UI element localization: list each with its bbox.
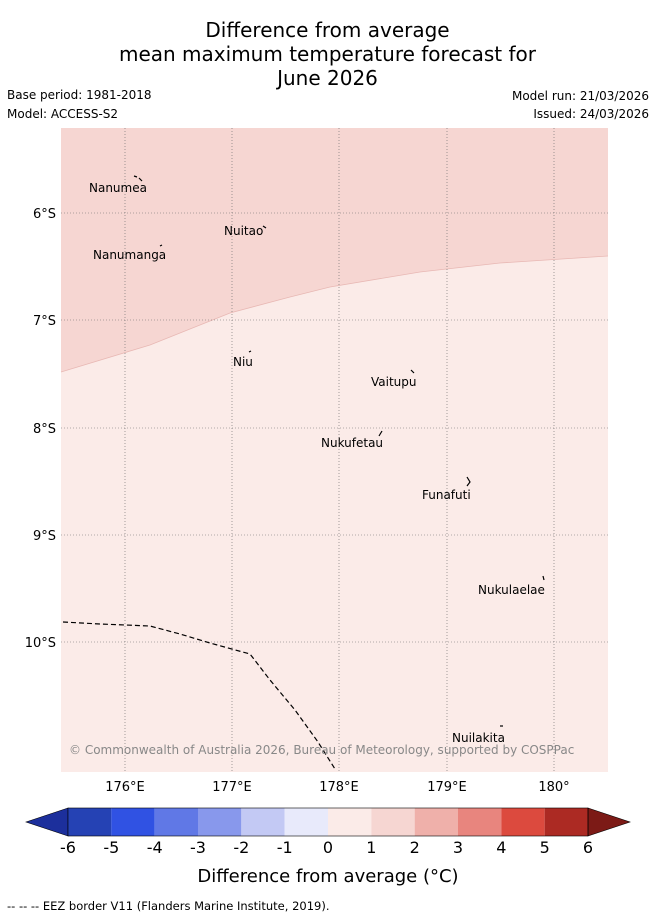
island-label-nanumea: Nanumea xyxy=(89,181,147,195)
colorbar-tick: 6 xyxy=(583,838,593,857)
island-label-funafuti: Funafuti xyxy=(422,488,471,502)
colorbar-tick: 3 xyxy=(453,838,463,857)
island-shape-funafuti xyxy=(466,476,471,487)
island-shape-vaitupu xyxy=(410,369,415,374)
island-label-niu: Niu xyxy=(233,355,253,369)
colorbar-segment xyxy=(458,808,502,836)
colorbar-tick: -5 xyxy=(103,838,119,857)
title-line-2: mean maximum temperature forecast for xyxy=(118,42,536,66)
lat-tick: 7°S xyxy=(33,314,56,329)
island-label-nanumanga: Nanumanga xyxy=(93,248,166,262)
latitude-ticks: 6°S 7°S 8°S 9°S 10°S xyxy=(25,207,56,651)
island-shape-niu xyxy=(248,350,252,353)
colorbar-segment xyxy=(544,808,588,836)
colorbar-ticks: -6 -5 -4 -3 -2 -1 0 1 2 3 4 5 6 xyxy=(60,838,593,857)
model-run: Model run: 21/03/2026 xyxy=(511,89,649,103)
lon-tick: 180° xyxy=(538,780,569,795)
colorbar-tick: -6 xyxy=(60,838,76,857)
island-label-vaitupu: Vaitupu xyxy=(371,375,417,389)
lat-tick: 6°S xyxy=(33,207,56,222)
colorbar-segment xyxy=(501,808,545,836)
title-line-1: Difference from average xyxy=(205,18,450,42)
colorbar-tick: -2 xyxy=(233,838,249,857)
colorbar-segment xyxy=(111,808,155,836)
colorbar-tick: 0 xyxy=(323,838,333,857)
island-shapes xyxy=(133,175,545,727)
colorbar-tick: 2 xyxy=(410,838,420,857)
colorbar-tick: -3 xyxy=(190,838,206,857)
colorbar-segment xyxy=(154,808,198,836)
footnote-eez: -- -- -- EEZ border V11 (Flanders Marine… xyxy=(7,899,330,913)
gridlines xyxy=(61,128,608,772)
model-name: Model: ACCESS-S2 xyxy=(7,107,119,121)
colorbar-title: Difference from average (°C) xyxy=(197,866,458,887)
island-shape-nukufetau xyxy=(378,430,383,437)
island-shape-nuitao xyxy=(262,225,267,229)
lon-tick: 176°E xyxy=(105,780,145,795)
issued-date: Issued: 24/03/2026 xyxy=(533,107,649,121)
lon-tick: 179°E xyxy=(427,780,467,795)
region-1-to-2 xyxy=(61,128,608,372)
colorbar-segment xyxy=(284,808,328,836)
colorbar-arrow-left xyxy=(25,807,69,837)
copyright-notice: © Commonwealth of Australia 2026, Bureau… xyxy=(69,743,574,757)
colorbar-tick: -4 xyxy=(147,838,163,857)
colorbar-tick: -1 xyxy=(277,838,293,857)
colorbar-segment xyxy=(241,808,285,836)
colorbar: -6 -5 -4 -3 -2 -1 0 1 2 3 4 5 6 Differen… xyxy=(25,807,631,887)
colorbar-segment xyxy=(414,808,458,836)
lat-tick: 9°S xyxy=(33,529,56,544)
island-label-nukufetau: Nukufetau xyxy=(321,436,383,450)
eez-border xyxy=(62,621,336,770)
colorbar-tick: 1 xyxy=(366,838,376,857)
island-labels: Nanumea Nuitao Nanumanga Niu Vaitupu Nuk… xyxy=(89,181,545,745)
title-line-3: June 2026 xyxy=(277,66,378,90)
colorbar-segment xyxy=(198,808,242,836)
island-shape-nanumea xyxy=(133,175,143,182)
island-label-nukulaelae: Nukulaelae xyxy=(478,583,545,597)
longitude-ticks: 176°E 177°E 178°E 179°E 180° xyxy=(105,780,569,795)
island-shape-nukulaelae xyxy=(542,575,545,581)
colorbar-tick: 5 xyxy=(540,838,550,857)
colorbar-segment xyxy=(371,808,415,836)
base-period: Base period: 1981-2018 xyxy=(7,88,152,102)
lon-tick: 177°E xyxy=(212,780,252,795)
contour-line xyxy=(60,255,609,373)
island-shape-nanumanga xyxy=(159,244,163,247)
island-label-nuitao: Nuitao xyxy=(224,224,263,238)
colorbar-segment xyxy=(328,808,372,836)
lon-tick: 178°E xyxy=(319,780,359,795)
island-label-nuilakita: Nuilakita xyxy=(452,731,505,745)
colorbar-tick: 4 xyxy=(496,838,506,857)
colorbar-arrow-right xyxy=(587,807,631,837)
lat-tick: 8°S xyxy=(33,422,56,437)
colorbar-segment xyxy=(68,808,112,836)
lat-tick: 10°S xyxy=(25,636,56,651)
map-figure: Nanumea Nuitao Nanumanga Niu Vaitupu Nuk… xyxy=(25,128,631,887)
